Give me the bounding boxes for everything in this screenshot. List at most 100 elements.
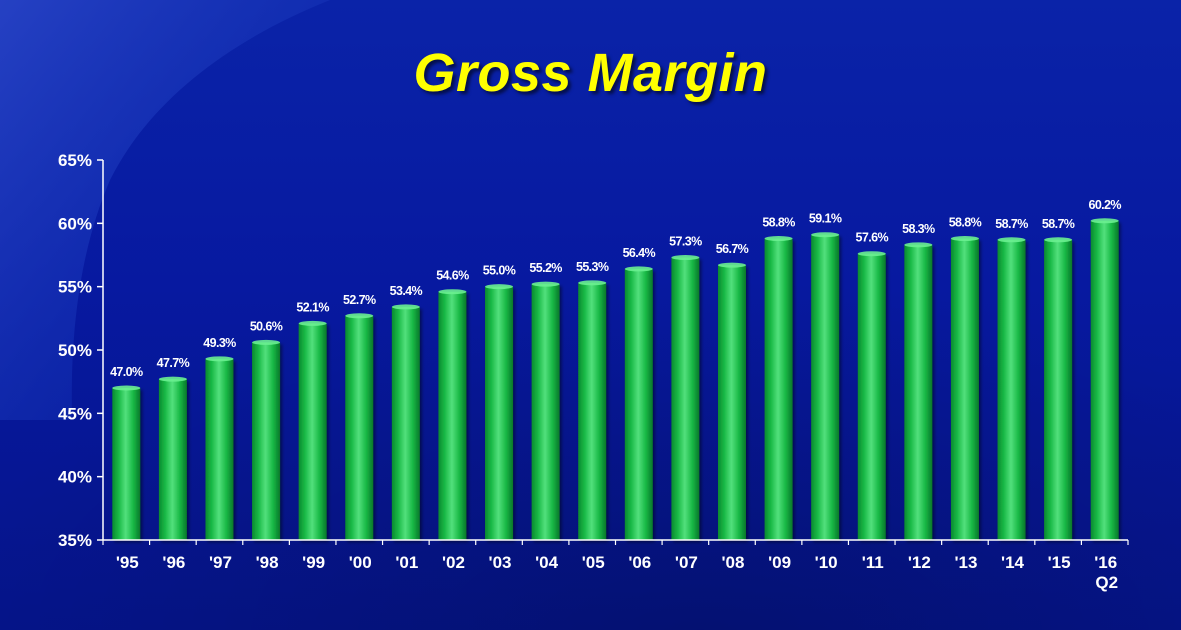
x-tick-label: '04 bbox=[535, 553, 558, 572]
x-tick-sublabel: Q2 bbox=[1095, 573, 1118, 592]
x-tick-label: '15 bbox=[1048, 553, 1071, 572]
data-label: 47.0% bbox=[110, 365, 143, 379]
data-label: 56.4% bbox=[623, 246, 656, 260]
data-label: 58.8% bbox=[762, 216, 795, 230]
bar-cap bbox=[298, 320, 327, 326]
y-tick-label: 65% bbox=[58, 151, 92, 170]
x-tick-label: '06 bbox=[628, 553, 651, 572]
bar-cap bbox=[252, 339, 281, 345]
bar-cap bbox=[717, 262, 746, 268]
bar bbox=[624, 268, 653, 540]
bar bbox=[904, 244, 933, 540]
data-label: 58.3% bbox=[902, 222, 935, 236]
bar bbox=[671, 257, 700, 540]
data-label: 58.7% bbox=[1042, 217, 1075, 231]
bar bbox=[531, 284, 560, 540]
bar bbox=[717, 265, 746, 540]
x-tick-label: '13 bbox=[954, 553, 977, 572]
bar bbox=[158, 379, 187, 540]
y-tick-label: 35% bbox=[58, 531, 92, 550]
data-label: 54.6% bbox=[436, 269, 469, 283]
x-tick-label: '11 bbox=[862, 553, 884, 572]
data-label: 47.7% bbox=[157, 356, 190, 370]
y-tick-label: 50% bbox=[58, 341, 92, 360]
bar bbox=[764, 238, 793, 541]
bar bbox=[205, 358, 234, 540]
y-tick-label: 55% bbox=[58, 278, 92, 297]
bars: 47.0% 47.7% 49.3% 50.6% 52.1% 52.7% 53.4% 54.6%… bbox=[110, 198, 1122, 541]
x-tick-label: '02 bbox=[442, 553, 465, 572]
bar-cap bbox=[391, 304, 420, 310]
bar-cap bbox=[158, 376, 187, 382]
bar bbox=[578, 282, 607, 540]
data-label: 50.6% bbox=[250, 319, 283, 333]
bar bbox=[857, 253, 886, 540]
bar bbox=[252, 342, 281, 540]
bar-cap bbox=[997, 237, 1026, 243]
bar-cap bbox=[950, 236, 979, 242]
bar bbox=[811, 234, 840, 540]
data-label: 52.7% bbox=[343, 293, 376, 307]
data-label: 57.3% bbox=[669, 235, 702, 249]
data-label: 53.4% bbox=[390, 284, 423, 298]
bar bbox=[1090, 220, 1119, 541]
x-tick-label: '00 bbox=[349, 553, 372, 572]
bar bbox=[1044, 239, 1073, 541]
x-tick-label: '99 bbox=[302, 553, 325, 572]
bar-cap bbox=[1044, 237, 1073, 243]
x-tick-label: '97 bbox=[209, 553, 232, 572]
bar-cap bbox=[764, 236, 793, 242]
data-label: 55.0% bbox=[483, 264, 516, 278]
x-tick-label: '16 bbox=[1094, 553, 1117, 572]
x-tick-label: '98 bbox=[256, 553, 279, 572]
bar-cap bbox=[578, 280, 607, 286]
bar-cap bbox=[671, 255, 700, 261]
bar-cap bbox=[811, 232, 840, 238]
x-axis: '95 '96 '97 '98 '99 '00 '01 '02 '03 '04 '05 '06 '07 '… bbox=[102, 539, 1129, 592]
data-label: 55.2% bbox=[529, 261, 562, 275]
x-tick-label: '12 bbox=[908, 553, 931, 572]
x-tick-label: '01 bbox=[395, 553, 418, 572]
bar bbox=[298, 323, 327, 540]
data-label: 56.7% bbox=[716, 242, 749, 256]
data-label: 58.7% bbox=[995, 217, 1028, 231]
bar-cap bbox=[531, 281, 560, 287]
x-tick-label: '07 bbox=[675, 553, 698, 572]
bar-cap bbox=[205, 356, 234, 362]
y-tick-label: 45% bbox=[58, 404, 92, 423]
x-tick-label: '95 bbox=[116, 553, 139, 572]
x-tick-label: '96 bbox=[162, 553, 185, 572]
x-tick-label: '05 bbox=[582, 553, 605, 572]
y-tick-label: 40% bbox=[58, 468, 92, 487]
bar bbox=[345, 315, 374, 540]
data-label: 57.6% bbox=[856, 231, 889, 245]
bar-cap bbox=[904, 242, 933, 248]
x-tick-label: '03 bbox=[489, 553, 512, 572]
x-tick-label: '14 bbox=[1001, 553, 1024, 572]
page-title: Gross Margin bbox=[413, 43, 768, 103]
bar bbox=[485, 286, 514, 540]
x-tick-label: '08 bbox=[722, 553, 745, 572]
x-tick-label: '09 bbox=[768, 553, 791, 572]
y-axis: 35% 40% 45% 50% 55% 60% 65% bbox=[58, 151, 104, 550]
data-label: 49.3% bbox=[203, 336, 236, 350]
bar-cap bbox=[485, 284, 514, 290]
bar-cap bbox=[112, 385, 141, 391]
bar-cap bbox=[857, 251, 886, 257]
bar-cap bbox=[624, 266, 653, 272]
bar bbox=[112, 388, 141, 540]
bar bbox=[997, 239, 1026, 541]
bar-cap bbox=[438, 289, 467, 295]
x-tick-label: '10 bbox=[815, 553, 838, 572]
bar-cap bbox=[1090, 218, 1119, 224]
data-label: 59.1% bbox=[809, 212, 842, 226]
bar bbox=[391, 306, 420, 540]
data-label: 60.2% bbox=[1088, 198, 1121, 212]
data-label: 58.8% bbox=[949, 216, 982, 230]
data-label: 55.3% bbox=[576, 260, 609, 274]
bar bbox=[438, 291, 467, 540]
bar bbox=[950, 238, 979, 541]
y-tick-label: 60% bbox=[58, 214, 92, 233]
bar-cap bbox=[345, 313, 374, 319]
